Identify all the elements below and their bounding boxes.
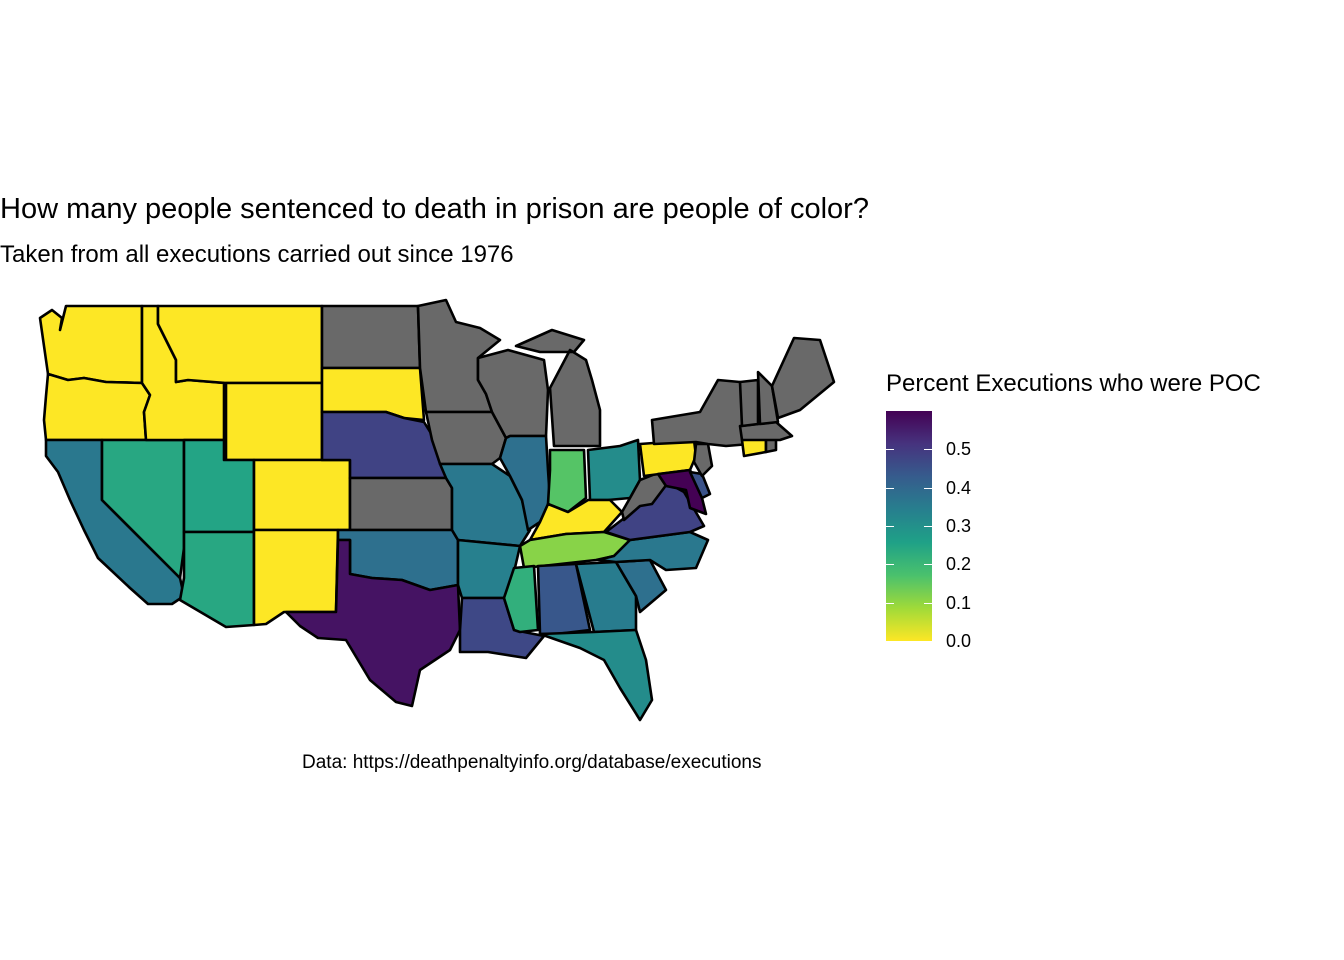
- chart-title: How many people sentenced to death in pr…: [0, 193, 869, 225]
- legend-tick-label: 0.5: [946, 439, 972, 460]
- state-maine: [770, 336, 836, 420]
- state-michigan: [514, 328, 602, 448]
- legend-tick-label: 0.3: [946, 516, 972, 536]
- state-vermont: [738, 378, 760, 428]
- state-montana: [156, 304, 324, 385]
- chart-subtitle: Taken from all executions carried out si…: [0, 241, 514, 268]
- legend-tick-label: 0.4: [946, 477, 972, 498]
- state-oregon: [42, 372, 152, 442]
- state-new-hampshire: [756, 370, 780, 426]
- legend-tick-label: 0.1: [946, 592, 972, 613]
- state-indiana: [546, 448, 588, 514]
- us-choropleth-map: [38, 298, 836, 722]
- state-wyoming: [224, 381, 324, 462]
- state-new-york: [650, 378, 752, 448]
- state-florida: [538, 628, 654, 722]
- state-north-dakota: [320, 304, 422, 370]
- state-kansas: [348, 476, 454, 532]
- state-washington: [38, 304, 144, 385]
- state-arizona: [178, 530, 256, 629]
- state-texas: [284, 538, 462, 708]
- state-north-carolina: [596, 530, 710, 572]
- legend-tick-label: 0.2: [946, 554, 972, 575]
- legend-tick-label: 0.0: [946, 631, 972, 651]
- state-delaware: [688, 470, 712, 500]
- state-illinois: [498, 434, 552, 532]
- state-ohio: [586, 438, 642, 502]
- state-mississippi: [502, 564, 540, 634]
- data-source-caption: Data: https://deathpenaltyinfo.org/datab…: [302, 752, 762, 773]
- state-iowa: [424, 410, 508, 466]
- legend-title: Percent Executions who were POC: [886, 370, 1261, 397]
- state-new-jersey: [692, 442, 714, 478]
- state-colorado: [252, 458, 352, 532]
